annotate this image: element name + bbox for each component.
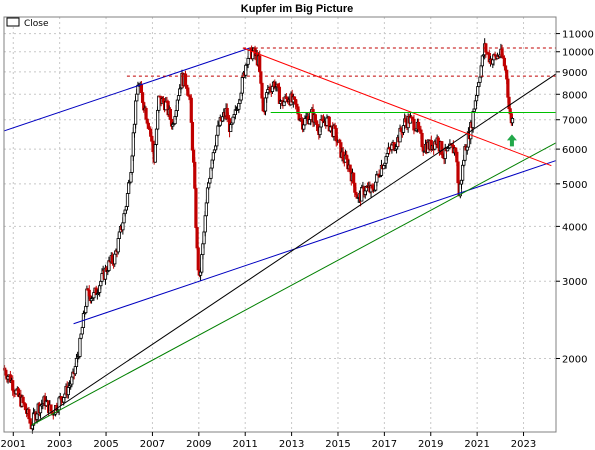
candle-body — [195, 227, 199, 249]
candle-body — [189, 97, 193, 123]
candle-body — [216, 125, 220, 136]
x-tick-label: 2013 — [279, 439, 304, 450]
y-tick-label: 5000 — [562, 180, 587, 191]
candle-body — [258, 55, 262, 73]
y-axis: 2000 3000 4000 5000 6000 7000 8000 9000 10000 110… — [556, 30, 594, 365]
candle-body — [153, 144, 157, 163]
y-tick-label: 10000 — [562, 48, 594, 59]
candle-body — [461, 164, 465, 181]
x-tick-label: 2017 — [372, 439, 397, 450]
candle-body — [194, 187, 198, 228]
candle-body — [231, 116, 235, 124]
y-tick-label: 7000 — [562, 116, 587, 127]
candle-body — [144, 107, 148, 120]
candle-body — [471, 111, 475, 128]
annotations — [506, 134, 517, 147]
candle-body — [139, 84, 144, 94]
candle-body — [211, 152, 215, 161]
candle-body — [440, 141, 444, 155]
candle-body — [196, 247, 200, 271]
candle-body — [121, 222, 125, 231]
candle-body — [80, 327, 84, 335]
candle-body — [476, 86, 480, 96]
candle-body — [140, 92, 145, 103]
candle-body — [193, 161, 197, 189]
x-tick-label: 2021 — [464, 439, 489, 450]
red-downtrend-line — [242, 47, 552, 167]
x-tick-label: 2011 — [232, 439, 257, 450]
x-tick-label: 2009 — [186, 439, 211, 450]
plot-area — [4, 17, 556, 432]
candle-body — [156, 109, 160, 130]
up-arrow-icon — [506, 134, 517, 147]
candle-body — [49, 404, 53, 412]
candle-body — [260, 82, 264, 99]
y-tick-label: 8000 — [562, 90, 587, 101]
candle-body — [240, 77, 244, 94]
x-tick-label: 2023 — [511, 439, 536, 450]
y-tick-label: 6000 — [562, 145, 587, 156]
x-tick-label: 2003 — [47, 439, 72, 450]
x-tick-label: 2007 — [140, 439, 165, 450]
candlestick-series — [2, 38, 515, 434]
x-tick-label: 2019 — [418, 439, 443, 450]
y-tick-label: 4000 — [562, 222, 587, 233]
candle-body — [154, 128, 159, 145]
candle-body — [246, 57, 250, 65]
chart-title: Kupfer im Big Picture — [241, 3, 353, 15]
plot-frame — [3, 16, 557, 433]
candle-body — [134, 100, 138, 125]
candle-body — [205, 187, 210, 204]
candle-body — [352, 172, 356, 184]
candle-body — [183, 73, 188, 86]
candle-body — [79, 333, 83, 339]
legend-label: Close — [24, 19, 49, 29]
trendlines — [3, 47, 557, 426]
candle-body — [21, 396, 25, 404]
y-tick-label: 11000 — [562, 30, 594, 41]
x-tick-label: 2005 — [93, 439, 118, 450]
candle-body — [456, 161, 460, 184]
x-tick-label: 2001 — [1, 439, 26, 450]
candle-body — [510, 118, 515, 124]
candle-body — [78, 337, 82, 357]
x-tick-label: 2015 — [325, 439, 350, 450]
candle-body — [203, 215, 207, 233]
candle-body — [176, 95, 181, 101]
legend: Close — [6, 17, 49, 29]
candle-body — [190, 122, 195, 151]
candle-body — [125, 193, 130, 207]
candle-body — [303, 117, 307, 126]
green-uptrend-line — [31, 142, 557, 426]
candle-body — [135, 93, 139, 102]
candle-body — [204, 202, 208, 217]
black-uptrend-line — [31, 73, 557, 426]
legend-swatch — [6, 17, 20, 27]
candle-body — [113, 253, 117, 265]
lower-blue-trendline — [73, 160, 557, 325]
upper-blue-trendline — [3, 47, 251, 132]
x-axis: 2001 2003 2005 2007 2009 2011 2013 2015 2017 2019… — [1, 432, 536, 450]
candle-body — [116, 238, 120, 253]
y-tick-label: 3000 — [562, 277, 587, 288]
y-tick-label: 2000 — [562, 354, 587, 365]
grid-lines — [4, 17, 556, 432]
y-tick-label: 9000 — [562, 68, 587, 79]
